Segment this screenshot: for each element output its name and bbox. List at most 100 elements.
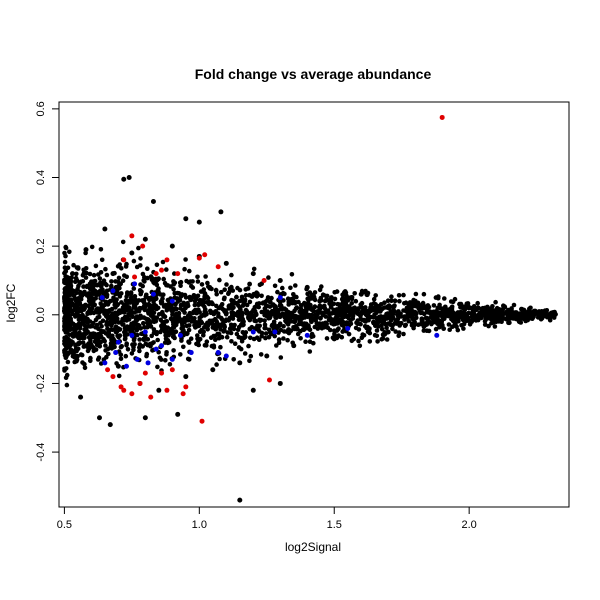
background-point: [169, 243, 175, 249]
background-point: [188, 336, 194, 342]
down-point: [129, 332, 135, 338]
up-point: [261, 277, 267, 283]
background-point: [88, 358, 93, 364]
background-point: [214, 362, 219, 367]
background-point: [390, 326, 395, 332]
background-point: [458, 313, 464, 319]
background-point: [98, 334, 104, 340]
background-point: [231, 300, 237, 306]
background-point: [145, 342, 150, 348]
background-point: [197, 310, 202, 315]
background-point: [416, 302, 422, 307]
background-point: [128, 295, 134, 300]
background-point: [247, 326, 253, 332]
up-point: [199, 418, 205, 424]
background-point: [242, 332, 247, 338]
x-tick-label: 1.5: [327, 519, 342, 531]
background-point: [420, 300, 426, 306]
background-point: [189, 319, 194, 324]
background-point: [291, 325, 296, 330]
background-point: [443, 304, 448, 310]
background-point: [83, 302, 88, 308]
background-point: [138, 256, 143, 261]
background-point: [292, 300, 298, 306]
up-point: [137, 380, 143, 386]
background-point: [247, 292, 252, 298]
background-point: [236, 345, 242, 350]
background-point: [212, 309, 218, 315]
background-point: [284, 320, 289, 325]
background-point: [303, 339, 308, 345]
background-point: [103, 308, 108, 314]
background-point: [307, 349, 313, 354]
up-point: [140, 243, 146, 249]
background-point: [157, 355, 163, 361]
background-point: [118, 356, 124, 362]
background-point: [317, 323, 322, 328]
background-point: [65, 359, 71, 365]
background-point: [192, 298, 198, 304]
background-point: [98, 339, 103, 345]
background-point: [121, 176, 127, 182]
background-point: [82, 315, 87, 321]
background-point: [218, 303, 224, 309]
background-point: [87, 286, 93, 291]
background-point: [199, 282, 205, 287]
background-point: [294, 294, 299, 300]
background-point: [82, 289, 87, 295]
background-point: [75, 298, 80, 303]
background-point: [101, 278, 107, 284]
background-point: [161, 313, 167, 319]
background-point: [364, 292, 370, 298]
background-point: [439, 322, 445, 328]
background-point: [349, 301, 355, 306]
background-point: [359, 317, 365, 323]
background-point: [272, 306, 278, 311]
background-point: [386, 303, 392, 308]
background-point: [321, 293, 327, 298]
background-point: [479, 313, 485, 319]
background-point: [236, 303, 241, 308]
down-point: [272, 329, 278, 335]
background-point: [311, 340, 316, 346]
background-point: [102, 338, 107, 344]
background-point: [229, 326, 234, 332]
background-point: [121, 322, 126, 327]
background-point: [396, 293, 402, 298]
background-point: [234, 331, 240, 337]
background-point: [289, 296, 294, 302]
background-point: [325, 308, 331, 313]
background-point: [242, 351, 248, 356]
background-point: [256, 327, 261, 333]
background-point: [204, 339, 210, 345]
down-point: [277, 295, 283, 301]
background-point: [196, 342, 201, 348]
background-point: [87, 346, 92, 351]
down-point: [434, 332, 440, 338]
background-point: [78, 292, 83, 297]
background-point: [344, 320, 350, 325]
background-point: [205, 327, 210, 332]
up-point: [148, 394, 154, 400]
background-point: [98, 320, 103, 326]
background-point: [213, 337, 218, 343]
background-point: [202, 313, 208, 318]
background-point: [82, 365, 88, 371]
background-point: [431, 303, 437, 308]
background-point: [104, 272, 110, 278]
background-point: [71, 262, 76, 268]
background-point: [209, 286, 214, 292]
y-tick-label: 0.2: [35, 239, 47, 254]
background-point: [298, 319, 304, 325]
down-point: [153, 346, 159, 352]
background-point: [291, 343, 297, 349]
background-point: [81, 267, 86, 273]
background-point: [357, 343, 363, 349]
background-point: [197, 336, 203, 342]
background-point: [344, 309, 350, 314]
background-point: [304, 284, 310, 290]
background-point: [424, 328, 430, 334]
background-point: [84, 292, 90, 298]
background-point: [164, 352, 169, 357]
background-point: [195, 333, 200, 338]
